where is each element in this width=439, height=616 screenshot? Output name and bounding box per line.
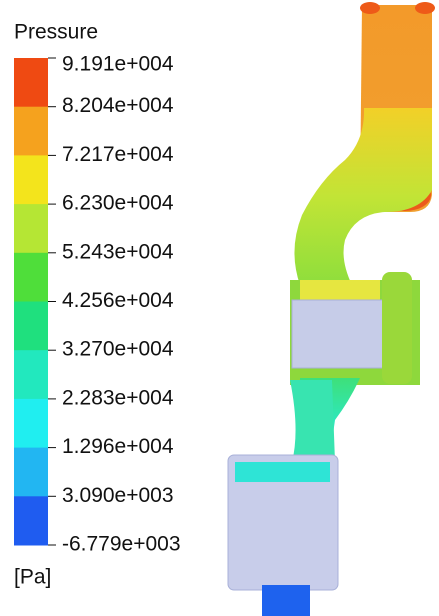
color-band [14, 155, 48, 204]
contour-view: Pressure 9.191e+004 8.204e+004 7.217e+004 6… [0, 0, 439, 616]
color-band [14, 58, 48, 107]
legend-label: 4.256e+004 [62, 289, 174, 312]
colorbar: 9.191e+004 8.204e+004 7.217e+004 6.230e+004… [14, 53, 181, 556]
color-band [14, 399, 48, 448]
color-band [14, 448, 48, 497]
color-band [14, 350, 48, 399]
color-band [14, 107, 48, 156]
color-band [14, 496, 48, 545]
legend-unit: [Pa] [14, 566, 51, 589]
color-band [14, 253, 48, 302]
screenshot: Pressure 9.191e+004 8.204e+004 7.217e+004 6… [0, 0, 439, 616]
legend-title: Pressure [14, 21, 98, 44]
legend-label: 5.243e+004 [62, 240, 174, 263]
legend-label: 8.204e+004 [62, 94, 174, 117]
color-band [14, 302, 48, 351]
legend-label: 2.283e+004 [62, 386, 174, 409]
legend-label: 6.230e+004 [62, 192, 174, 215]
legend-label: 1.296e+004 [62, 435, 174, 458]
color-band [14, 204, 48, 253]
legend-label: 7.217e+004 [62, 143, 174, 166]
legend-label: -6.779e+003 [62, 533, 181, 556]
legend-label: 9.191e+004 [62, 53, 174, 76]
geometry [228, 2, 435, 616]
legend-label: 3.270e+004 [62, 338, 174, 361]
legend-label: 3.090e+003 [62, 484, 174, 507]
